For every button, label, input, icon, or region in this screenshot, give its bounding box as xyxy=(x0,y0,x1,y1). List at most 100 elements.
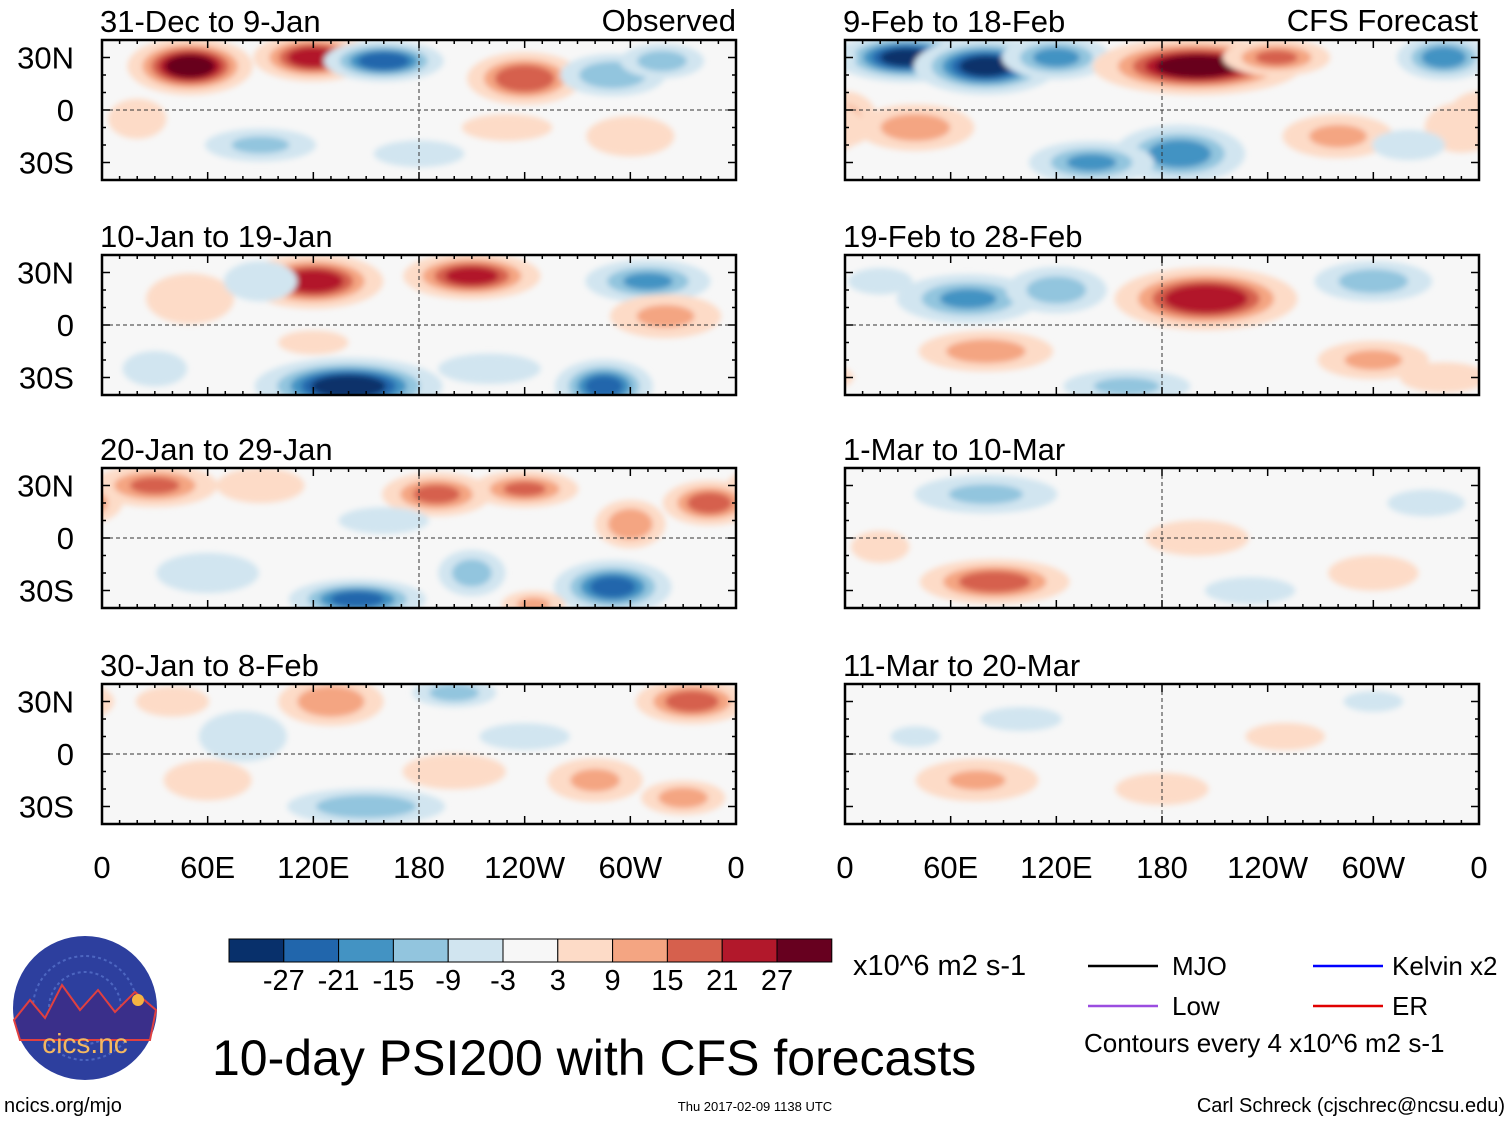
anomaly-contour xyxy=(586,116,675,157)
anomaly-contour xyxy=(108,98,167,139)
anomaly-contour xyxy=(231,136,290,154)
anomaly-contour xyxy=(1309,124,1367,148)
anomaly-contour xyxy=(413,484,461,504)
anomaly-contour xyxy=(1497,43,1510,73)
colorbar-swatch xyxy=(502,938,559,963)
anomaly-contour xyxy=(958,570,1031,593)
y-tick-label: 30S xyxy=(19,146,74,181)
map-panel: 1-Mar to 10-Mar xyxy=(843,432,1510,610)
anomaly-contour xyxy=(584,375,623,395)
x-tick-label: 180 xyxy=(393,850,445,885)
anomaly-contour xyxy=(748,471,830,499)
colorbar-swatch xyxy=(392,938,449,963)
y-tick-label: 30N xyxy=(17,469,74,504)
colorbar-swatch xyxy=(776,938,833,963)
anomaly-contour xyxy=(278,330,349,355)
footer-url[interactable]: ncics.org/mjo xyxy=(4,1095,122,1117)
anomaly-contour xyxy=(1245,722,1325,751)
anomaly-contour xyxy=(589,576,636,598)
x-tick-label: 60W xyxy=(598,850,662,885)
anomaly-contour xyxy=(315,794,417,819)
anomaly-contour xyxy=(1338,269,1409,294)
colorbar-units: x10^6 m2 s-1 xyxy=(853,950,1026,982)
anomaly-contour xyxy=(939,288,997,309)
anomaly-contour xyxy=(890,726,941,747)
anomaly-contour xyxy=(1032,48,1080,67)
y-tick-label: 30N xyxy=(17,256,74,291)
anomaly-contour xyxy=(1485,531,1510,563)
anomaly-contour xyxy=(1148,139,1212,168)
panel-title: 30-Jan to 8-Feb xyxy=(100,648,319,683)
y-tick-label: 0 xyxy=(57,737,74,772)
colorbar-tick-label: -27 xyxy=(263,965,305,997)
x-tick-label: 0 xyxy=(1470,850,1487,885)
anomaly-contour xyxy=(438,353,541,384)
anomaly-contour xyxy=(948,484,1023,505)
anomaly-contour xyxy=(216,468,305,504)
anomaly-contour xyxy=(402,753,506,790)
map-panel: 20-Jan to 29-Jan 30N 0 30S xyxy=(0,432,830,610)
observed-label: Observed xyxy=(602,3,736,38)
anomaly-contour xyxy=(623,272,673,290)
panel-title: 1-Mar to 10-Mar xyxy=(843,432,1065,467)
anomaly-contour xyxy=(1026,276,1087,304)
anomaly-contour xyxy=(503,481,546,497)
anomaly-contour xyxy=(845,42,857,73)
anomaly-contour xyxy=(845,105,865,150)
y-tick-label: 30S xyxy=(19,574,74,609)
anomaly-contour xyxy=(1164,284,1248,314)
x-tick-label: 60E xyxy=(180,850,235,885)
colorbar-tick-label: 21 xyxy=(706,965,738,997)
x-tick-label: 0 xyxy=(93,850,110,885)
x-tick-label: 120W xyxy=(1227,850,1309,885)
panel-title: 10-Jan to 19-Jan xyxy=(100,219,333,254)
anomaly-contour xyxy=(1399,362,1479,393)
anomaly-contour xyxy=(451,559,492,587)
colorbar-swatch xyxy=(447,938,504,963)
anomaly-contour xyxy=(799,55,848,78)
anomaly-contour xyxy=(0,367,5,406)
anomaly-contour xyxy=(516,597,550,608)
anomaly-contour xyxy=(738,130,811,160)
panels: 31-Dec to 9-Jan 30N 0 30S 10-Jan to 19-Jan 30… xyxy=(0,4,1510,885)
anomaly-contour xyxy=(198,711,287,762)
map-panel: 31-Dec to 9-Jan 30N 0 30S xyxy=(17,4,848,182)
anomaly-contour xyxy=(1482,268,1510,295)
anomaly-contour xyxy=(1421,46,1467,69)
anomaly-contour xyxy=(0,294,87,338)
anomaly-contour xyxy=(494,64,555,93)
anomaly-contour xyxy=(1204,577,1296,604)
anomaly-contour xyxy=(880,113,951,142)
x-tick-label: 120E xyxy=(1020,850,1092,885)
footer-timestamp: Thu 2017-02-09 1138 UTC xyxy=(678,1099,832,1114)
colorbar-tick-label: 27 xyxy=(761,965,793,997)
anomaly-contour xyxy=(757,351,822,387)
x-tick-label: 120E xyxy=(277,850,349,885)
colorbar-swatch xyxy=(612,938,668,963)
x-tick-label: 0 xyxy=(836,850,853,885)
anomaly-contour xyxy=(980,706,1062,732)
colorbar-swatch xyxy=(228,938,285,963)
forecast-label: CFS Forecast xyxy=(1287,3,1479,38)
y-tick-label: 30S xyxy=(19,790,74,825)
y-tick-label: 30N xyxy=(17,41,74,76)
colorbar-tick-label: -3 xyxy=(490,965,516,997)
anomaly-contour xyxy=(0,572,11,601)
anomaly-contour xyxy=(0,359,19,413)
anomaly-contour xyxy=(1255,50,1298,65)
anomaly-contour xyxy=(1093,377,1160,395)
map-panel: 11-Mar to 20-Mar 0 60E 120E 180 120W 60W 0 xyxy=(836,648,1487,885)
anomaly-contour xyxy=(223,261,298,302)
anomaly-contour xyxy=(130,476,180,495)
anomaly-contour xyxy=(764,477,814,494)
anomaly-contour xyxy=(1506,46,1510,70)
anomaly-contour xyxy=(3,305,61,328)
anomaly-contour xyxy=(959,55,1013,77)
anomaly-contour xyxy=(311,374,386,395)
panel-title: 20-Jan to 29-Jan xyxy=(100,432,333,467)
panel-title: 9-Feb to 18-Feb xyxy=(843,4,1065,39)
anomaly-contour xyxy=(297,686,365,717)
x-tick-label: 60W xyxy=(1341,850,1405,885)
anomaly-contour xyxy=(163,760,252,801)
